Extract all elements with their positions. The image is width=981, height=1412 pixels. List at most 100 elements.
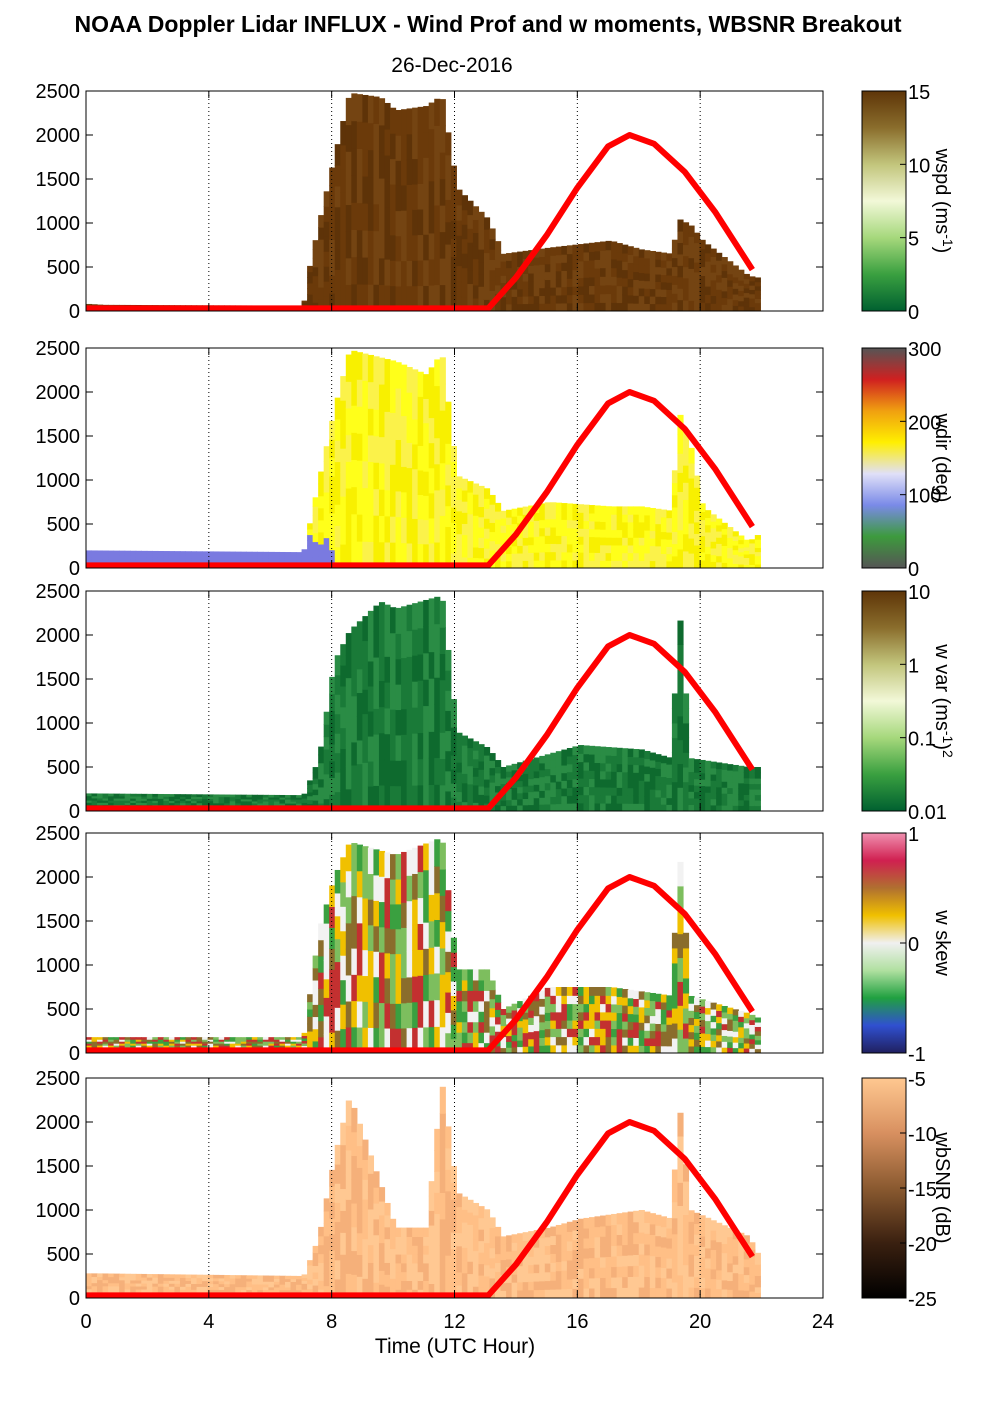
heatmap-cell: [102, 795, 109, 799]
heatmap-cell: [439, 488, 446, 516]
heatmap-cell: [235, 559, 242, 563]
heatmap-cell: [611, 1245, 618, 1257]
heatmap-cell: [163, 794, 170, 797]
heatmap-cell: [694, 533, 701, 546]
heatmap-cell: [113, 552, 120, 556]
heatmap-cell: [213, 802, 220, 806]
heatmap-cell: [478, 547, 485, 559]
heatmap-cell: [605, 1235, 612, 1247]
heatmap-cell: [268, 1039, 275, 1042]
heatmap-cell: [401, 927, 408, 954]
heatmap-cell: [583, 285, 590, 295]
heatmap-cell: [119, 552, 126, 556]
heatmap-cell: [329, 794, 336, 811]
heatmap-cell: [660, 994, 667, 1003]
heatmap-cell: [423, 948, 430, 976]
heatmap-cell: [699, 266, 706, 277]
heatmap-cell: [583, 520, 590, 529]
heatmap-cell: [500, 282, 507, 291]
heatmap-cell: [174, 802, 181, 806]
heatmap-cell: [611, 267, 618, 277]
heatmap-cell: [495, 785, 502, 793]
heatmap-cell: [345, 1125, 352, 1151]
heatmap-cell: [168, 553, 176, 556]
heatmap-cell: [434, 1276, 441, 1298]
heatmap-cell: [583, 753, 590, 763]
heatmap-cell: [721, 551, 728, 558]
heatmap-field: [86, 596, 761, 811]
heatmap-cell: [390, 978, 397, 1004]
heatmap-cell: [710, 773, 717, 781]
heatmap-cell: [351, 672, 358, 697]
heatmap-cell: [235, 798, 242, 802]
heatmap-cell: [390, 1003, 397, 1029]
heatmap-cell: [152, 1045, 159, 1048]
heatmap-cell: [727, 304, 734, 311]
heatmap-cell: [522, 779, 529, 787]
heatmap-cell: [649, 295, 656, 305]
heatmap-cell: [677, 933, 684, 959]
heatmap-cell: [340, 1232, 347, 1255]
heatmap-cell: [395, 1245, 402, 1255]
heatmap-cell: [356, 379, 363, 407]
heatmap-cell: [489, 1034, 496, 1045]
heatmap-cell: [395, 1236, 402, 1246]
heatmap-cell: [577, 1238, 585, 1250]
heatmap-cell: [450, 461, 457, 478]
heatmap-cell: [124, 800, 131, 803]
heatmap-cell: [577, 1011, 585, 1021]
heatmap-cell: [539, 783, 546, 791]
heatmap-cell: [500, 1244, 507, 1253]
heatmap-cell: [633, 1029, 640, 1039]
heatmap-cell: [168, 1274, 176, 1278]
heatmap-cell: [301, 1035, 308, 1039]
heatmap-cell: [677, 1005, 684, 1030]
heatmap-cell: [406, 442, 413, 469]
heatmap-cell: [202, 1280, 209, 1285]
heatmap-cell: [356, 1145, 363, 1168]
heatmap-cell: [710, 279, 717, 289]
heatmap-cell: [666, 1038, 673, 1047]
heatmap-cell: [594, 770, 601, 780]
heatmap-cell: [633, 1221, 640, 1234]
heatmap-cell: [251, 1037, 258, 1040]
heatmap-cell: [594, 242, 601, 252]
heatmap-cell: [489, 290, 496, 302]
heatmap-cell: [307, 1283, 314, 1290]
heatmap-cell: [213, 1286, 220, 1290]
heatmap-cell: [660, 1031, 667, 1039]
heatmap-cell: [312, 293, 319, 303]
heatmap-cell: [163, 553, 170, 556]
heatmap-cell: [296, 1043, 303, 1046]
heatmap-cell: [434, 284, 441, 311]
heatmap-cell: [572, 519, 579, 529]
heatmap-cell: [555, 803, 562, 811]
heatmap-cell: [506, 274, 513, 283]
heatmap-cell: [157, 1037, 164, 1040]
heatmap-cell: [495, 559, 502, 568]
heatmap-cell: [417, 1027, 424, 1053]
heatmap-cell: [279, 1281, 286, 1285]
heatmap-cell: [638, 1210, 645, 1222]
heatmap-cell: [616, 243, 623, 253]
heatmap-cell: [528, 265, 535, 274]
heatmap-cell: [356, 1000, 363, 1028]
heatmap-cell: [594, 1036, 601, 1046]
heatmap-cell: [732, 554, 739, 560]
heatmap-cell: [732, 549, 739, 555]
heatmap-cell: [660, 797, 667, 805]
heatmap-cell: [539, 755, 546, 764]
heatmap-cell: [434, 257, 441, 286]
heatmap-cell: [340, 665, 347, 687]
heatmap-cell: [367, 1244, 375, 1263]
heatmap-cell: [594, 505, 601, 514]
heatmap-cell: [577, 761, 585, 771]
heatmap-cell: [329, 239, 336, 258]
heatmap-cell: [495, 994, 502, 1003]
heatmap-cell: [688, 522, 695, 539]
heatmap-cell: [86, 800, 93, 803]
heatmap-cell: [622, 294, 629, 304]
heatmap-cell: [500, 778, 507, 785]
heatmap-cell: [213, 553, 220, 557]
heatmap-cell: [721, 793, 728, 800]
